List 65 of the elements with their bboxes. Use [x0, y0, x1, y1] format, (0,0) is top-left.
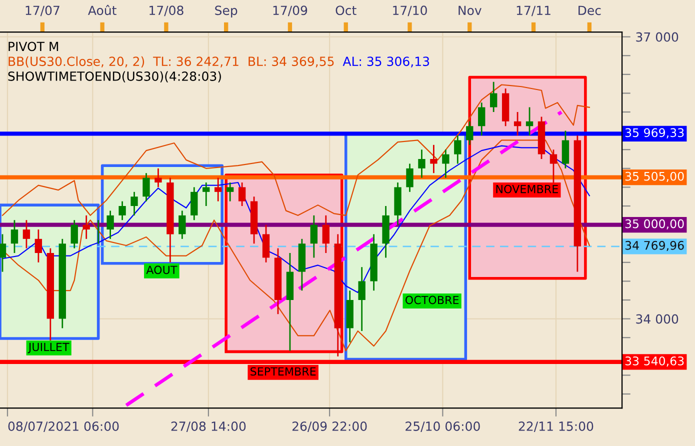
ref-line-label: 33 540,63 [625, 356, 684, 367]
candlestick [154, 168, 162, 188]
x2-tick-label: 17/07 [26, 6, 60, 16]
annotation: BB(US30.Close, 20, 2) TL: 36 242,71 BL: 34 369,55 [8, 56, 334, 68]
candlestick [562, 130, 570, 170]
ref-line-label: 35 000,00 [625, 219, 684, 230]
candlestick [0, 234, 6, 272]
y-tick-label: 37 000 [636, 32, 678, 42]
candlestick [190, 186, 198, 221]
x-tick-label: 08/07/2021 06:00 [8, 422, 119, 432]
candlestick [262, 224, 270, 264]
candlestick [34, 228, 42, 264]
candlestick [22, 219, 30, 249]
candlestick [418, 148, 426, 178]
candlestick [10, 219, 18, 254]
x2-tick-label: Dec [578, 6, 601, 16]
x2-tick-label: 17/10 [393, 6, 427, 16]
candlestick [214, 177, 222, 202]
candlestick [70, 219, 78, 249]
x2-tick-label: 17/11 [516, 6, 550, 16]
candlestick [430, 144, 438, 174]
annotation: SHOWTIMETOEND(US30)(4:28:03) [8, 71, 221, 82]
x2-tick-label: 17/09 [273, 6, 308, 16]
series-label: NOVEMBRE [496, 184, 558, 194]
candlestick [130, 191, 138, 216]
series-label: OCTOBRE [405, 296, 459, 304]
series-label: AOUT [146, 266, 178, 274]
candlestick [454, 134, 462, 164]
x2-tick-label: Sep [215, 6, 238, 18]
candlestick [142, 172, 150, 202]
x-tick-label: 26/09 22:00 [292, 422, 367, 432]
x2-tick-label: 17/08 [150, 6, 184, 16]
x2-tick-label: Oct [336, 6, 356, 16]
candlestick [526, 106, 534, 136]
x-tick-label: 22/11 15:00 [518, 422, 594, 432]
x2-tick-label: Août [88, 4, 116, 16]
candlestick [82, 214, 90, 240]
line-series [2, 84, 590, 216]
ref-line-label: 35 969,33 [625, 128, 684, 138]
candlestick [226, 182, 234, 202]
candlestick [106, 210, 114, 240]
candlestick [406, 163, 414, 193]
series-label: JUILLET [28, 342, 70, 354]
candlestick [550, 148, 558, 184]
ref-line-label: 35 505,00 [625, 172, 684, 182]
candlestick [310, 214, 318, 258]
x-tick-label: 25/10 06:00 [406, 422, 480, 432]
candlestick [202, 182, 210, 207]
candlestick [442, 148, 450, 178]
text: PIVOT M [8, 42, 58, 52]
candlestick [490, 81, 498, 113]
x2-tick-label: Nov [458, 6, 482, 16]
ref-line-label: 34 769,96 [625, 240, 684, 252]
candlestick [178, 210, 186, 240]
annotation: AL: 35 306,13 [342, 56, 430, 68]
series-label: SEPTEMBRE [250, 367, 316, 376]
candlestick [358, 266, 366, 332]
candlestick [478, 102, 486, 136]
x-tick-label: 27/08 14:00 [171, 422, 246, 432]
candlestick [514, 111, 522, 136]
candlestick [322, 214, 330, 254]
candlestick [466, 120, 474, 146]
candlestick [118, 200, 126, 221]
y-tick-label: 34 000 [636, 314, 678, 324]
candlestick [238, 182, 246, 207]
